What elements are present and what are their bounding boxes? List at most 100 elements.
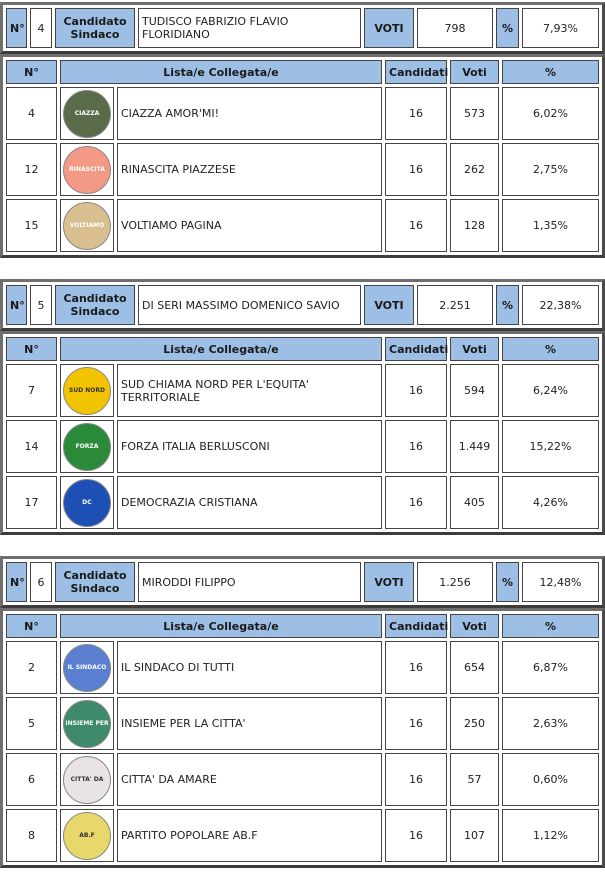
col-num: N° <box>6 60 57 84</box>
list-candidates: 16 <box>385 420 447 473</box>
lists-box: N° Lista/e Collegata/e Candidati Voti % … <box>0 54 605 258</box>
lists-box: N° Lista/e Collegata/e Candidati Voti % … <box>0 608 605 868</box>
votes-label: VOTI <box>364 562 414 602</box>
list-name: DEMOCRAZIA CRISTIANA <box>117 476 382 529</box>
results-page: N° 4 Candidato Sindaco TUDISCO FABRIZIO … <box>0 2 605 868</box>
num-label: N° <box>6 285 27 325</box>
list-number: 2 <box>6 641 57 694</box>
num-label: N° <box>6 562 27 602</box>
list-logo: VOLTIAMO PAGINA <box>60 199 114 252</box>
candidate-header-box: N° 6 Candidato Sindaco MIRODDI FILIPPO V… <box>0 556 605 608</box>
candidate-block: N° 5 Candidato Sindaco DI SERI MASSIMO D… <box>0 279 605 535</box>
list-votes: 262 <box>450 143 499 196</box>
col-pct: % <box>502 60 599 84</box>
candidate-pct: 12,48% <box>522 562 599 602</box>
list-row: 7 SUD NORD SUD CHIAMA NORD PER L'EQUITA'… <box>6 364 599 417</box>
list-votes: 405 <box>450 476 499 529</box>
list-pct: 1,35% <box>502 199 599 252</box>
candidate-number: 5 <box>30 285 52 325</box>
lists-header-row: N° Lista/e Collegata/e Candidati Voti % <box>6 614 599 638</box>
party-logo-icon: FORZA ITALIA <box>63 422 111 471</box>
lists-header-row: N° Lista/e Collegata/e Candidati Voti % <box>6 60 599 84</box>
list-row: 14 FORZA ITALIA FORZA ITALIA BERLUSCONI … <box>6 420 599 473</box>
party-logo-icon: DC <box>63 478 111 527</box>
list-pct: 1,12% <box>502 809 599 862</box>
party-logo-icon: IL SINDACO DI TUTTI <box>63 643 111 692</box>
col-votes: Voti <box>450 60 499 84</box>
list-row: 4 CIAZZA AMOR'MI CIAZZA AMOR'MI! 16 573 … <box>6 87 599 140</box>
col-votes: Voti <box>450 614 499 638</box>
col-votes: Voti <box>450 337 499 361</box>
list-pct: 6,24% <box>502 364 599 417</box>
list-votes: 654 <box>450 641 499 694</box>
list-row: 8 AB.F PARTITO POPOLARE AB.F 16 107 1,12… <box>6 809 599 862</box>
col-pct: % <box>502 614 599 638</box>
list-pct: 0,60% <box>502 753 599 806</box>
list-number: 14 <box>6 420 57 473</box>
list-logo: FORZA ITALIA <box>60 420 114 473</box>
list-candidates: 16 <box>385 641 447 694</box>
list-candidates: 16 <box>385 364 447 417</box>
list-pct: 2,75% <box>502 143 599 196</box>
list-pct: 15,22% <box>502 420 599 473</box>
party-logo-icon: VOLTIAMO PAGINA <box>63 201 111 250</box>
list-row: 5 INSIEME PER LA CITTA INSIEME PER LA CI… <box>6 697 599 750</box>
list-name: PARTITO POPOLARE AB.F <box>117 809 382 862</box>
list-number: 17 <box>6 476 57 529</box>
candidate-votes: 1.256 <box>417 562 493 602</box>
list-votes: 1.449 <box>450 420 499 473</box>
col-num: N° <box>6 337 57 361</box>
list-name: FORZA ITALIA BERLUSCONI <box>117 420 382 473</box>
candidate-label: Candidato Sindaco <box>55 285 135 325</box>
candidate-label: Candidato Sindaco <box>55 562 135 602</box>
list-row: 12 RINASCITA PIAZZESE RINASCITA PIAZZESE… <box>6 143 599 196</box>
list-number: 6 <box>6 753 57 806</box>
col-lists: Lista/e Collegata/e <box>60 614 382 638</box>
list-pct: 6,02% <box>502 87 599 140</box>
list-name: VOLTIAMO PAGINA <box>117 199 382 252</box>
party-logo-icon: INSIEME PER LA CITTA <box>63 699 111 748</box>
candidate-number: 6 <box>30 562 52 602</box>
list-logo: RINASCITA PIAZZESE <box>60 143 114 196</box>
col-candidates: Candidati <box>385 614 448 638</box>
candidate-name: TUDISCO FABRIZIO FLAVIO FLORIDIANO <box>138 8 361 48</box>
candidate-name: MIRODDI FILIPPO <box>138 562 361 602</box>
party-logo-icon: CITTA' DA AMARE <box>63 755 111 804</box>
list-name: IL SINDACO DI TUTTI <box>117 641 382 694</box>
candidate-label: Candidato Sindaco <box>55 8 135 48</box>
candidate-pct: 22,38% <box>522 285 599 325</box>
candidate-number: 4 <box>30 8 52 48</box>
list-votes: 250 <box>450 697 499 750</box>
list-name: CIAZZA AMOR'MI! <box>117 87 382 140</box>
lists-box: N° Lista/e Collegata/e Candidati Voti % … <box>0 331 605 535</box>
party-logo-icon: AB.F <box>63 811 111 860</box>
list-votes: 573 <box>450 87 499 140</box>
num-label: N° <box>6 8 27 48</box>
list-number: 8 <box>6 809 57 862</box>
list-logo: DC <box>60 476 114 529</box>
party-logo-icon: RINASCITA PIAZZESE <box>63 145 111 194</box>
candidate-header-box: N° 4 Candidato Sindaco TUDISCO FABRIZIO … <box>0 2 605 54</box>
party-logo-icon: CIAZZA AMOR'MI <box>63 89 111 138</box>
list-logo: SUD NORD <box>60 364 114 417</box>
list-votes: 128 <box>450 199 499 252</box>
list-candidates: 16 <box>385 809 447 862</box>
candidate-name: DI SERI MASSIMO DOMENICO SAVIO <box>138 285 361 325</box>
list-logo: CITTA' DA AMARE <box>60 753 114 806</box>
list-name: INSIEME PER LA CITTA' <box>117 697 382 750</box>
col-num: N° <box>6 614 57 638</box>
list-number: 15 <box>6 199 57 252</box>
list-logo: AB.F <box>60 809 114 862</box>
list-votes: 594 <box>450 364 499 417</box>
list-row: 6 CITTA' DA AMARE CITTA' DA AMARE 16 57 … <box>6 753 599 806</box>
list-candidates: 16 <box>385 697 447 750</box>
list-candidates: 16 <box>385 143 447 196</box>
candidate-block: N° 4 Candidato Sindaco TUDISCO FABRIZIO … <box>0 2 605 258</box>
candidate-header-box: N° 5 Candidato Sindaco DI SERI MASSIMO D… <box>0 279 605 331</box>
lists-header-row: N° Lista/e Collegata/e Candidati Voti % <box>6 337 599 361</box>
list-number: 12 <box>6 143 57 196</box>
list-logo: IL SINDACO DI TUTTI <box>60 641 114 694</box>
candidate-votes: 798 <box>417 8 493 48</box>
list-number: 4 <box>6 87 57 140</box>
list-votes: 107 <box>450 809 499 862</box>
